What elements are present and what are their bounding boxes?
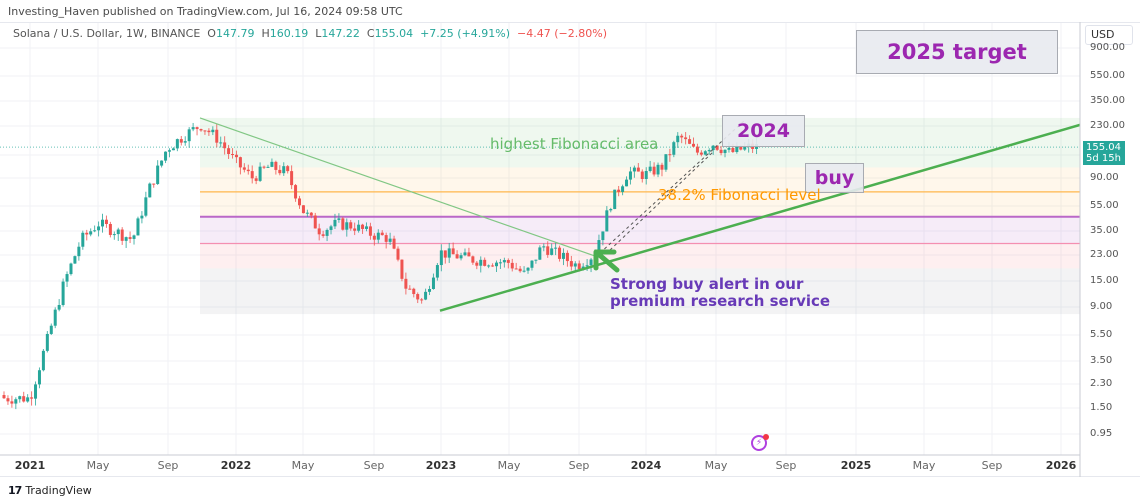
flash-icon[interactable]: ⚡: [751, 435, 767, 451]
price-tick: 55.00: [1090, 200, 1119, 211]
time-tick: 2022: [220, 459, 252, 472]
change-value: +7.25 (+4.91%): [420, 27, 511, 40]
close-value: 155.04: [374, 27, 414, 40]
current-price: 155.04: [1086, 142, 1121, 153]
time-tick: 2026: [1045, 459, 1077, 472]
trendlines: [199, 117, 1081, 312]
brand-name: TradingView: [25, 484, 92, 497]
time-tick: May: [912, 459, 936, 472]
time-tick: 2024: [630, 459, 662, 472]
price-tick: 550.00: [1090, 70, 1125, 81]
price-tick: 3.50: [1090, 355, 1113, 366]
time-tick: Sep: [568, 459, 590, 472]
footer: 17 TradingView: [8, 484, 92, 497]
bar-countdown: 5d 15h: [1086, 153, 1121, 164]
price-tick: 35.00: [1090, 225, 1119, 236]
high-label: H: [261, 27, 270, 40]
price-tick: 0.95: [1090, 428, 1113, 439]
price-tick: 15.00: [1090, 275, 1119, 286]
tradingview-logo-icon: 17: [8, 484, 22, 497]
time-tick: May: [497, 459, 521, 472]
price-tick: 230.00: [1090, 120, 1125, 131]
time-tick: Sep: [775, 459, 797, 472]
time-tick: May: [291, 459, 315, 472]
grid-lines: [0, 23, 1080, 455]
symbol-legend: Solana / U.S. Dollar, 1W, BINANCE O147.7…: [13, 27, 607, 40]
currency-selector[interactable]: USD: [1085, 25, 1133, 45]
symbol-name: Solana / U.S. Dollar, 1W, BINANCE: [13, 27, 201, 40]
alert-line-1: Strong buy alert in our: [610, 275, 804, 293]
price-tick: 23.00: [1090, 249, 1119, 260]
notification-dot: [763, 434, 769, 440]
open-value: 147.79: [215, 27, 255, 40]
open-label: O: [207, 27, 216, 40]
annotation-2024[interactable]: 2024: [722, 115, 805, 147]
price-tick: 9.00: [1090, 301, 1113, 312]
time-tick: May: [86, 459, 110, 472]
change-secondary: −4.47 (−2.80%): [517, 27, 607, 40]
time-tick: Sep: [981, 459, 1003, 472]
chart-frame: [0, 22, 1140, 477]
high-value: 160.19: [269, 27, 309, 40]
time-tick: May: [704, 459, 728, 472]
low-value: 147.22: [321, 27, 360, 40]
price-tick: 2.30: [1090, 378, 1113, 389]
price-tick: 1.50: [1090, 402, 1113, 413]
price-tick: 350.00: [1090, 95, 1125, 106]
time-tick: 2021: [14, 459, 46, 472]
annotation-buy[interactable]: buy: [805, 163, 864, 193]
time-tick: Sep: [157, 459, 179, 472]
price-tick: 90.00: [1090, 172, 1119, 183]
published-info: Investing_Haven published on TradingView…: [8, 5, 403, 18]
close-label: C: [366, 27, 375, 40]
price-tick: 900.00: [1090, 42, 1125, 53]
alert-text: Strong buy alert in our premium research…: [610, 276, 830, 310]
time-tick: 2025: [840, 459, 872, 472]
annotation-2025-target[interactable]: 2025 target: [856, 30, 1058, 74]
low-label: L: [315, 27, 322, 40]
price-tick: 5.50: [1090, 329, 1113, 340]
fibonacci-bands: [0, 117, 1080, 315]
current-price-label: 155.04 5d 15h: [1083, 141, 1125, 165]
time-tick: 2023: [425, 459, 457, 472]
fib-area-label: highest Fibonacci area: [490, 135, 659, 153]
alert-line-2: premium research service: [610, 292, 831, 310]
time-tick: Sep: [363, 459, 385, 472]
fib-level-label: 38.2% Fibonacci level: [658, 186, 821, 204]
